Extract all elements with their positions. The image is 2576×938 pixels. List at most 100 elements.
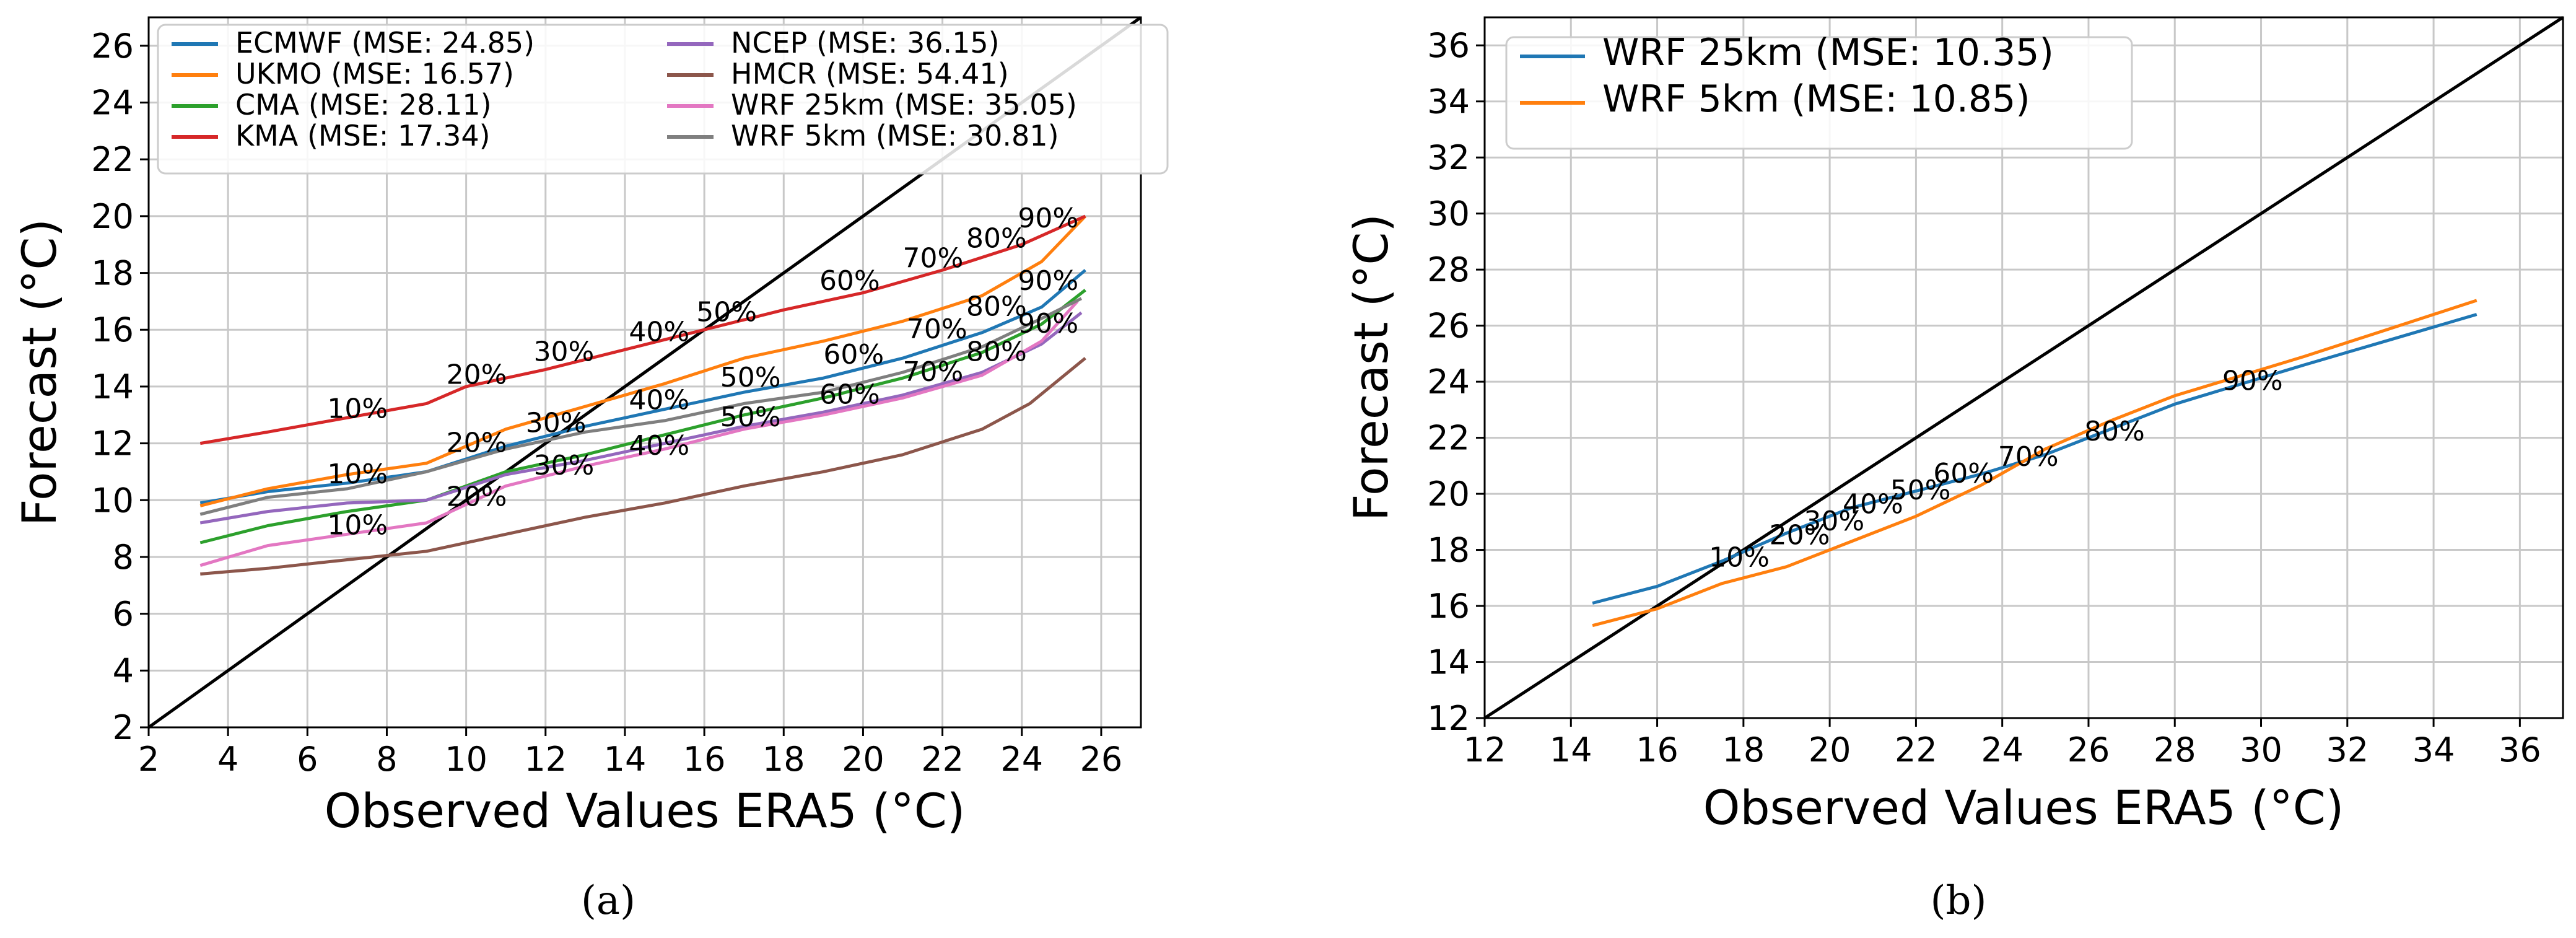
panel-a-x-tick-label: 12 [524, 740, 567, 779]
panel-a-x-tick-label: 26 [1080, 740, 1123, 779]
panel-a-legend-label-7: WRF 5km (MSE: 30.81) [731, 119, 1059, 152]
panel-a-series-line-5 [200, 357, 1086, 576]
panel-a-percentile-label: 30% [526, 407, 587, 439]
panel-b-series-line-0 [1592, 313, 2478, 605]
panel-a-y-tick-label: 20 [91, 197, 134, 236]
panel-a-x-tick-label: 24 [1000, 740, 1043, 779]
panel-b-y-tick-label: 16 [1427, 587, 1470, 626]
panel-a-legend-label-4: NCEP (MSE: 36.15) [731, 26, 1000, 59]
panel-b-percentile-label: 70% [1998, 441, 2059, 473]
panel-a-x-tick-label: 20 [842, 740, 884, 779]
panel-b-x-tick-label: 16 [1636, 730, 1679, 769]
panel-a-series [199, 214, 1087, 576]
panel-a-plot-frame [147, 16, 1142, 729]
panel-b-x-tick-label: 14 [1550, 730, 1592, 769]
panel-a-y-tick-label: 26 [91, 27, 134, 66]
panel-a-legend-label-2: CMA (MSE: 28.11) [235, 88, 492, 121]
panel-a-percentile-label: 20% [447, 427, 507, 458]
panel-a-percentile-label: 90% [1018, 308, 1078, 340]
panel-b-percentile-label: 80% [2084, 416, 2145, 447]
panel-a-series-line-0 [199, 269, 1086, 505]
panel-a-percentile-label: 50% [720, 362, 781, 393]
panel-a-legend: ECMWF (MSE: 24.85)UKMO (MSE: 16.57)CMA (… [157, 24, 1169, 175]
panel-b-x-tick-label: 12 [1464, 730, 1506, 769]
panel-b-x-tick-label: 28 [2154, 730, 2196, 769]
panel-b-y-tick-label: 22 [1427, 419, 1470, 458]
panel-a-series-line-4 [199, 311, 1083, 525]
panel-b-y-tick-label: 14 [1427, 643, 1470, 682]
panel-b: 10%20%30%40%50%60%70% 80% 90% 12 14 16 18 20 22… [1343, 15, 2564, 924]
panel-b-y-tick-label: 30 [1427, 195, 1470, 234]
panel-a-percentile-label: 60% [823, 339, 884, 370]
panel-b-x-ticks: 12 14 16 18 20 22 24 26 28 30 32 34 36 [1464, 718, 2541, 769]
panel-b-y-tick-label: 32 [1427, 138, 1470, 177]
panel-b-plot-frame [1483, 16, 2564, 719]
panel-b-x-tick-label: 34 [2412, 730, 2455, 769]
panel-a-x-tick-label: 6 [297, 740, 318, 779]
panel-a-percentile-label: 10% [327, 509, 388, 541]
panel-a-percentile-label: 50% [696, 296, 757, 328]
panel-b-y-tick-label: 12 [1427, 699, 1470, 738]
panel-a-series-line-6 [199, 300, 1079, 568]
panel-b-y-tick-label: 18 [1427, 531, 1470, 570]
panel-b-annotations: 10%20%30%40%50%60%70% 80% 90% [1709, 366, 2283, 574]
panel-b-y-tick-label: 20 [1427, 475, 1470, 514]
panel-a-x-tick-label: 2 [138, 740, 159, 779]
panel-a-legend-label-3: KMA (MSE: 17.34) [235, 119, 491, 152]
panel-a-series-line-2 [199, 289, 1086, 545]
panel-a-x-ticks: 2 4 6 8 10 12 14 16 18 20 22 24 26 [138, 727, 1122, 779]
panel-b-percentile-label: 60% [1933, 458, 1994, 489]
panel-a-percentile-label: 90% [1018, 203, 1078, 234]
panel-a-percentile-label: 70% [903, 356, 964, 388]
panel-b-x-tick-label: 32 [2326, 730, 2369, 769]
panel-b-reference-line [1483, 15, 2564, 720]
panel-a-legend-label-6: WRF 25km (MSE: 35.05) [731, 88, 1077, 121]
panel-a-percentile-label: 80% [966, 336, 1027, 368]
panel-a-y-tick-label: 18 [91, 254, 134, 293]
panel-b-legend-box [1505, 36, 2133, 150]
panel-b-y-tick-label: 34 [1427, 82, 1470, 121]
panel-b-x-tick-label: 20 [1809, 730, 1851, 769]
panel-a-percentile-label: 80% [966, 222, 1027, 254]
panel-b-percentile-label: 40% [1843, 489, 1903, 520]
panel-a-y-tick-label: 6 [113, 595, 134, 634]
panel-b-grid [1483, 17, 2563, 719]
panel-b-x-tick-label: 36 [2499, 730, 2541, 769]
panel-b-legend-label-1: WRF 5km (MSE: 10.85) [1602, 77, 2030, 121]
panel-a: 10%20%30%40%50%60%70%80%90%10%20%30%40%5… [12, 15, 1169, 924]
panel-a-y-tick-label: 4 [113, 651, 134, 690]
panel-b-percentile-label: 30% [1804, 506, 1864, 537]
panel-a-percentile-label: 20% [447, 359, 507, 390]
panel-a-y-tick-label: 10 [91, 481, 134, 520]
panel-a-x-tick-label: 8 [376, 740, 397, 779]
panel-b-y-tick-label: 26 [1427, 307, 1470, 346]
panel-a-percentile-label: 40% [629, 385, 689, 416]
panel-a-percentile-label: 10% [327, 458, 388, 490]
panel-b-x-axis-label: Observed Values ERA5 (°C) [1703, 780, 2344, 835]
panel-a-annotations: 10%20%30%40%50%60%70%80%90%10%20%30%40%5… [327, 203, 1078, 541]
panel-b-caption: (b) [1931, 878, 1987, 924]
panel-a-series-line-7 [199, 297, 1083, 516]
panel-b-legend-label-0: WRF 25km (MSE: 10.35) [1602, 31, 2054, 74]
panel-b-percentile-label: 50% [1890, 475, 1951, 506]
panel-b-x-tick-label: 24 [1981, 730, 2024, 769]
panel-a-series-line-1 [199, 215, 1087, 507]
panel-a-percentile-label: 30% [534, 336, 595, 368]
panel-b-y-tick-label: 28 [1427, 250, 1470, 289]
panel-a-y-tick-label: 12 [91, 424, 134, 463]
panel-a-x-tick-label: 14 [604, 740, 647, 779]
panel-b-y-ticks: 12 14 16 18 20 22 24 26 28 30 32 34 36 [1427, 26, 1485, 738]
panel-b-series [1592, 299, 2478, 628]
panel-a-y-tick-label: 24 [91, 84, 134, 123]
panel-a-percentile-label: 10% [327, 393, 388, 424]
panel-a-x-tick-label: 16 [683, 740, 726, 779]
panel-b-one-to-one-line [1483, 15, 2564, 720]
panel-a-percentile-label: 80% [966, 291, 1027, 322]
panel-a-percentile-label: 30% [534, 450, 595, 481]
panel-a-y-tick-label: 14 [91, 367, 134, 406]
panel-a-x-axis-label: Observed Values ERA5 (°C) [325, 783, 966, 838]
panel-b-x-tick-label: 30 [2240, 730, 2282, 769]
panel-b-percentile-label: 90% [2222, 366, 2283, 397]
panel-a-percentile-label: 60% [819, 265, 880, 297]
